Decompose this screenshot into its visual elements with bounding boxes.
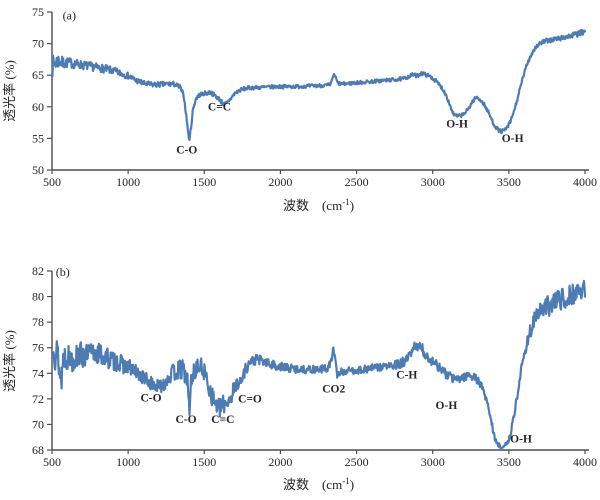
x-tick-label: 3000: [421, 175, 445, 189]
peak-label: O-H: [510, 433, 532, 445]
peak-label: O-H: [446, 119, 468, 131]
peak-label: O-H: [436, 400, 458, 412]
y-tick-label: 82: [32, 264, 44, 278]
x-axis-title: 波数 (cm-1): [283, 476, 354, 492]
y-tick-label: 75: [32, 5, 44, 19]
peak-label: C-O: [176, 145, 197, 157]
spectrum-line: [50, 29, 587, 141]
x-tick-label: 3500: [497, 175, 521, 189]
x-tick-label: 500: [43, 175, 61, 189]
y-tick-label: 76: [32, 341, 44, 355]
x-tick-label: 3000: [421, 455, 445, 469]
peak-label: C-O: [140, 392, 161, 404]
x-tick-label: 2500: [345, 175, 369, 189]
x-tick-label: 2000: [268, 455, 292, 469]
x-tick-label: 1500: [192, 455, 216, 469]
spectrum-chart-a: 75 70 65 60 55 50 500 1000 1500 2000 2500 3000 3500 4…: [0, 0, 600, 248]
x-tick-label: 1000: [116, 455, 140, 469]
y-axis-title: 透光率 (%): [2, 330, 17, 392]
peak-label: C-O: [175, 414, 196, 426]
y-tick-label: 65: [32, 68, 44, 82]
y-tick-label: 72: [32, 392, 44, 406]
y-tick-label: 50: [32, 163, 44, 177]
x-tick-label: 4000: [573, 175, 597, 189]
peak-label: O-H: [502, 133, 524, 145]
x-tick-label: 4000: [573, 455, 597, 469]
peak-label: C=C: [208, 102, 231, 114]
peak-label: C-H: [396, 369, 417, 381]
x-tick-label: 2000: [268, 175, 292, 189]
x-tick-label: 1500: [192, 175, 216, 189]
y-tick-label: 78: [32, 315, 44, 329]
x-axis-title: 波数 (cm-1): [283, 197, 354, 213]
x-tick-label: 1000: [116, 175, 140, 189]
peak-label: C=O: [238, 394, 262, 406]
spectrum-line: [50, 279, 587, 450]
y-tick-label: 60: [32, 100, 44, 114]
panel-label: (b): [56, 265, 70, 279]
y-tick-label: 74: [32, 366, 44, 380]
y-tick-label: 70: [32, 417, 44, 431]
peak-label: C=C: [211, 414, 234, 426]
y-tick-label: 80: [32, 290, 44, 304]
x-tick-label: 2500: [345, 455, 369, 469]
y-axis-title: 透光率 (%): [2, 60, 17, 122]
y-tick-label: 68: [32, 443, 44, 457]
x-tick-label: 3500: [497, 455, 521, 469]
x-tick-label: 500: [43, 455, 61, 469]
peak-label: CO2: [322, 383, 345, 395]
spectrum-chart-b: 82 80 78 76 74 72 70 68 500 1000 1500 2000 2500 3000 3…: [0, 248, 600, 500]
y-tick-label: 70: [32, 37, 44, 51]
panel-label: (a): [63, 9, 76, 23]
y-tick-label: 55: [32, 131, 44, 145]
